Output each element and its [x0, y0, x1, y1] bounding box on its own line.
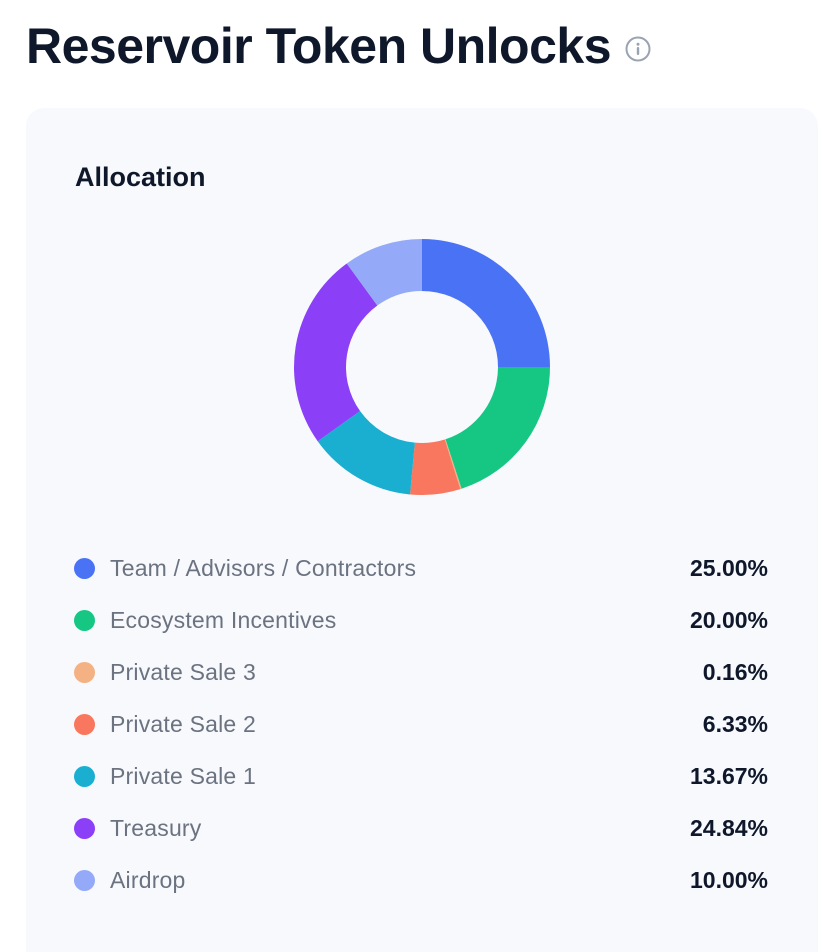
legend-value: 13.67% — [689, 762, 768, 789]
legend-label: Treasury — [110, 814, 202, 841]
legend-item: Private Sale 1 13.67% — [74, 750, 768, 802]
legend: Team / Advisors / Contractors 25.00% Ecosy… — [74, 542, 768, 906]
legend-dot — [74, 765, 95, 787]
legend-item: Treasury 24.84% — [74, 802, 768, 854]
donut-slice-1[interactable] — [445, 367, 550, 489]
allocation-donut-chart — [291, 236, 553, 498]
legend-dot — [74, 557, 95, 579]
allocation-card: Allocation Team / Advisors / Contractors… — [26, 108, 818, 952]
legend-item: Private Sale 2 6.33% — [74, 698, 768, 750]
legend-label: Team / Advisors / Contractors — [110, 554, 417, 581]
donut-slice-2[interactable] — [444, 439, 462, 490]
legend-dot — [74, 609, 95, 631]
legend-label: Private Sale 1 — [110, 762, 256, 789]
page-title: Reservoir Token Unlocks — [26, 18, 612, 74]
legend-label: Private Sale 3 — [110, 658, 256, 685]
donut-slice-6[interactable] — [346, 239, 422, 306]
legend-dot — [74, 661, 95, 683]
legend-item: Ecosystem Incentives 20.00% — [74, 594, 768, 646]
legend-value: 10.00% — [689, 866, 768, 893]
legend-value: 0.16% — [702, 658, 768, 685]
donut-slice-5[interactable] — [294, 263, 378, 442]
donut-slice-4[interactable] — [317, 411, 415, 495]
donut-slice-0[interactable] — [422, 239, 550, 367]
title-row: Reservoir Token Unlocks — [26, 14, 651, 78]
legend-label: Private Sale 2 — [110, 710, 256, 737]
legend-value: 24.84% — [689, 814, 768, 841]
card-title: Allocation — [75, 162, 206, 192]
legend-item: Private Sale 3 0.16% — [74, 646, 768, 698]
legend-dot — [74, 713, 95, 735]
legend-value: 6.33% — [702, 710, 768, 737]
legend-value: 25.00% — [689, 554, 768, 581]
legend-dot — [74, 869, 95, 891]
legend-label: Ecosystem Incentives — [110, 606, 337, 633]
legend-item: Team / Advisors / Contractors 25.00% — [74, 542, 768, 594]
legend-value: 20.00% — [689, 606, 768, 633]
legend-dot — [74, 817, 95, 839]
legend-label: Airdrop — [110, 866, 186, 893]
donut-svg — [294, 239, 550, 496]
donut-slice-3[interactable] — [410, 439, 461, 496]
legend-item: Airdrop 10.00% — [74, 854, 768, 906]
info-circle-icon[interactable] — [625, 36, 651, 62]
